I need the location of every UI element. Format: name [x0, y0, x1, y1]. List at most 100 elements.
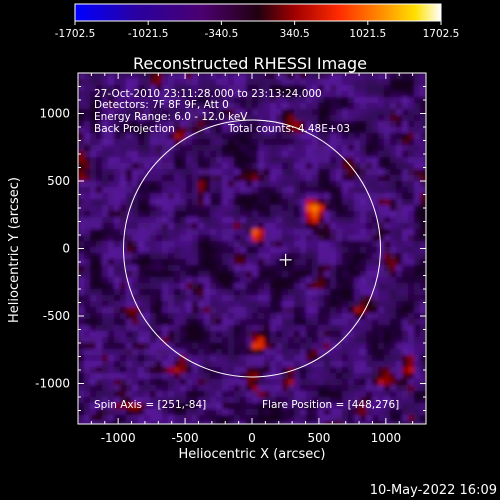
- heatmap-cell: [420, 349, 426, 356]
- heatmap-cell: [420, 241, 426, 248]
- heatmap-cell: [150, 331, 157, 338]
- heatmap-cell: [390, 193, 397, 200]
- heatmap-cell: [210, 241, 217, 248]
- heatmap-cell: [240, 115, 247, 122]
- heatmap-cell: [78, 127, 85, 134]
- heatmap-cell: [246, 163, 253, 170]
- heatmap-cell: [312, 169, 319, 176]
- heatmap-cell: [258, 325, 265, 332]
- heatmap-cell: [150, 121, 157, 128]
- heatmap-cell: [300, 277, 307, 284]
- heatmap-cell: [318, 103, 325, 110]
- heatmap-cell: [180, 103, 187, 110]
- heatmap-cell: [306, 313, 313, 320]
- heatmap-cell: [132, 187, 139, 194]
- heatmap-cell: [378, 355, 385, 362]
- heatmap-cell: [378, 175, 385, 182]
- heatmap-cell: [408, 325, 415, 332]
- heatmap-cell: [408, 109, 415, 116]
- heatmap-cell: [96, 247, 103, 254]
- heatmap-cell: [228, 103, 235, 110]
- heatmap-cell: [180, 85, 187, 92]
- heatmap-cell: [414, 409, 421, 416]
- heatmap-cell: [84, 325, 91, 332]
- heatmap-cell: [192, 265, 199, 272]
- heatmap-cell: [372, 85, 379, 92]
- heatmap-cell: [414, 337, 421, 344]
- heatmap-cell: [216, 205, 223, 212]
- heatmap-cell: [270, 313, 277, 320]
- heatmap-cell: [246, 229, 253, 236]
- heatmap-cell: [288, 163, 295, 170]
- heatmap-cell: [216, 79, 223, 86]
- heatmap-cell: [276, 151, 283, 158]
- heatmap-cell: [294, 415, 301, 422]
- heatmap-cell: [414, 205, 421, 212]
- heatmap-cell: [282, 325, 289, 332]
- heatmap-cell: [198, 97, 205, 104]
- heatmap-cell: [288, 205, 295, 212]
- heatmap-cell: [360, 121, 367, 128]
- heatmap-cell: [408, 187, 415, 194]
- heatmap-cell: [180, 205, 187, 212]
- heatmap-cell: [120, 151, 127, 158]
- heatmap-cell: [228, 223, 235, 230]
- heatmap-cell: [132, 103, 139, 110]
- heatmap-cell: [156, 193, 163, 200]
- heatmap-cell: [102, 385, 109, 392]
- heatmap-cell: [210, 145, 217, 152]
- heatmap-cell: [378, 403, 385, 410]
- heatmap-cell: [342, 379, 349, 386]
- heatmap-cell: [198, 259, 205, 266]
- heatmap-cell: [168, 271, 175, 278]
- heatmap-cell: [120, 235, 127, 242]
- heatmap-cell: [414, 373, 421, 380]
- heatmap-cell: [240, 331, 247, 338]
- heatmap-cell: [396, 223, 403, 230]
- heatmap-cell: [366, 331, 373, 338]
- heatmap-cell: [270, 157, 277, 164]
- heatmap-cell: [270, 331, 277, 338]
- heatmap-cell: [174, 409, 181, 416]
- heatmap-cell: [186, 121, 193, 128]
- heatmap-cell: [258, 415, 265, 422]
- heatmap-cell: [216, 355, 223, 362]
- colorbar-tick-label: -1021.5: [128, 28, 169, 40]
- heatmap-cell: [162, 265, 169, 272]
- heatmap-cell: [210, 223, 217, 230]
- heatmap-cell: [144, 217, 151, 224]
- heatmap-cell: [228, 217, 235, 224]
- heatmap-cell: [366, 103, 373, 110]
- heatmap-cell: [96, 187, 103, 194]
- heatmap-cell: [222, 325, 229, 332]
- heatmap-cell: [174, 127, 181, 134]
- heatmap-cell: [132, 211, 139, 218]
- heatmap-cell: [282, 337, 289, 344]
- heatmap-cell: [306, 337, 313, 344]
- heatmap-cell: [246, 121, 253, 128]
- heatmap-cell: [210, 79, 217, 86]
- heatmap-cell: [210, 343, 217, 350]
- heatmap-cell: [222, 361, 229, 368]
- heatmap-cell: [252, 109, 259, 116]
- heatmap-cell: [408, 139, 415, 146]
- heatmap-cell: [372, 259, 379, 266]
- heatmap-cell: [420, 193, 426, 200]
- heatmap-cell: [186, 271, 193, 278]
- heatmap-cell: [114, 421, 121, 424]
- heatmap-cell: [222, 415, 229, 422]
- heatmap-cell: [138, 265, 145, 272]
- heatmap-cell: [264, 85, 271, 92]
- heatmap-cell: [162, 145, 169, 152]
- heatmap-cell: [102, 283, 109, 290]
- heatmap-cell: [204, 367, 211, 374]
- heatmap-cell: [186, 385, 193, 392]
- heatmap-cell: [288, 175, 295, 182]
- heatmap-cell: [132, 367, 139, 374]
- heatmap-cell: [168, 385, 175, 392]
- heatmap-cell: [96, 79, 103, 86]
- heatmap-cell: [300, 175, 307, 182]
- heatmap-cell: [234, 337, 241, 344]
- heatmap-cell: [78, 79, 85, 86]
- heatmap-cell: [384, 343, 391, 350]
